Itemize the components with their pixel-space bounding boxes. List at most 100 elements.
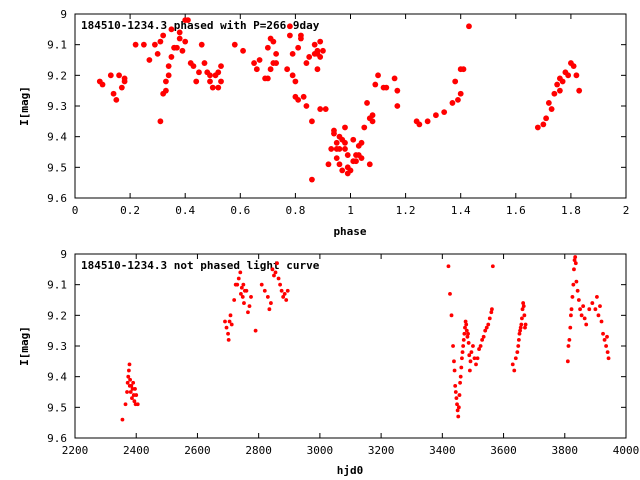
phased-data-point [163, 78, 169, 85]
unphased-data-point [520, 307, 525, 312]
unphased-data-point [134, 393, 139, 397]
phased-y-tick-label: 9.4 [47, 131, 67, 144]
phased-data-point [347, 167, 354, 174]
phased-data-point [545, 100, 552, 106]
unphased-data-point [135, 402, 140, 407]
unphased-y-tick-label: 9.2 [47, 309, 67, 322]
phased-data-point [176, 35, 183, 42]
phased-x-tick-label: 0.2 [120, 204, 140, 217]
unphased-data-point [452, 368, 457, 373]
unphased-data-point [477, 347, 481, 351]
unphased-data-point [451, 344, 455, 348]
unphased-x-tick-label: 4000 [613, 444, 640, 457]
phased-data-point [113, 96, 120, 103]
phased-data-point [369, 118, 376, 125]
phased-x-tick-label: 0 [72, 204, 79, 217]
phased-data-point [256, 57, 263, 63]
unphased-x-tick-label: 3000 [307, 444, 334, 457]
unphased-data-point [253, 328, 258, 333]
phased-data-point [292, 78, 299, 85]
phased-data-point [253, 66, 260, 73]
phased-data-point [251, 60, 257, 66]
unphased-data-point [455, 408, 460, 413]
unphased-x-tick-label: 2600 [184, 444, 211, 457]
phased-data-point [342, 124, 348, 131]
phased-data-point [157, 118, 164, 125]
phased-data-point [559, 78, 566, 85]
phased-data-point [543, 115, 550, 122]
unphased-data-point [125, 390, 129, 394]
phased-data-point [165, 72, 172, 79]
unphased-data-point [474, 362, 478, 367]
unphased-x-axis-label: hjd0 [337, 464, 364, 477]
phased-y-tick-label: 9.3 [47, 100, 67, 113]
phased-data-point [289, 72, 296, 79]
unphased-data-point [262, 288, 267, 293]
unphased-data-point [483, 328, 488, 333]
phased-data-point [231, 41, 238, 48]
unphased-data-point [129, 383, 134, 388]
unphased-data-point [275, 261, 279, 266]
phased-data-point [168, 54, 175, 60]
unphased-data-point [235, 282, 240, 287]
phased-x-tick-label: 1 [347, 204, 354, 217]
phased-data-point [416, 121, 423, 128]
unphased-data-point [460, 356, 464, 361]
phased-data-point [460, 66, 467, 73]
phased-data-point [298, 35, 304, 42]
unphased-data-point [572, 267, 576, 272]
unphased-data-point [232, 298, 237, 302]
unphased-data-point [478, 344, 483, 348]
unphased-data-point [468, 359, 473, 364]
phased-data-point [314, 66, 321, 73]
phased-y-tick-label: 9 [60, 8, 67, 21]
unphased-data-point [581, 304, 586, 309]
unphased-data-point [489, 310, 494, 315]
unphased-data-point [453, 383, 458, 388]
unphased-data-point [467, 368, 472, 373]
unphased-data-point [452, 359, 456, 364]
phased-y-tick-label: 9.6 [47, 192, 67, 205]
phased-data-point [372, 81, 379, 88]
phased-data-point [424, 118, 431, 125]
unphased-data-point [606, 356, 611, 361]
unphased-data-point [126, 374, 131, 379]
unphased-data-point [599, 319, 604, 324]
unphased-data-point [126, 368, 131, 373]
unphased-data-point [448, 291, 452, 296]
phased-light-curve-panel: 184510-1234.3 phased with P=266.9day pha… [18, 8, 629, 238]
unphased-data-point [567, 337, 572, 342]
unphased-data-point [463, 319, 468, 324]
unphased-data-point [601, 331, 605, 336]
unphased-data-point [484, 325, 489, 330]
phased-data-point [218, 63, 224, 70]
unphased-data-point [128, 377, 133, 382]
unphased-data-point [467, 353, 472, 358]
phased-data-point [331, 127, 337, 134]
phased-data-point [207, 78, 213, 85]
unphased-data-point [521, 301, 526, 305]
unphased-data-point [228, 313, 233, 318]
unphased-data-point [465, 334, 470, 339]
phased-data-point [565, 72, 572, 79]
unphased-data-point [246, 310, 250, 315]
unphased-data-point [229, 322, 234, 327]
unphased-data-point [522, 313, 527, 318]
unphased-y-tick-label: 9.1 [47, 279, 67, 292]
phased-data-point [317, 38, 324, 45]
unphased-data-point [481, 334, 486, 339]
phased-data-point [179, 47, 186, 54]
phased-data-point [198, 41, 205, 48]
unphased-y-tick-label: 9.3 [47, 340, 67, 353]
unphased-data-point [573, 261, 578, 266]
phased-data-point [358, 155, 365, 162]
unphased-data-point [605, 350, 610, 355]
phased-data-point [215, 84, 222, 91]
unphased-data-point [125, 380, 130, 385]
phased-data-point [121, 75, 128, 82]
unphased-data-point [517, 331, 522, 336]
unphased-data-point [242, 301, 246, 305]
phased-data-point [165, 63, 172, 70]
phased-data-point [273, 50, 280, 57]
unphased-data-point [462, 331, 467, 336]
